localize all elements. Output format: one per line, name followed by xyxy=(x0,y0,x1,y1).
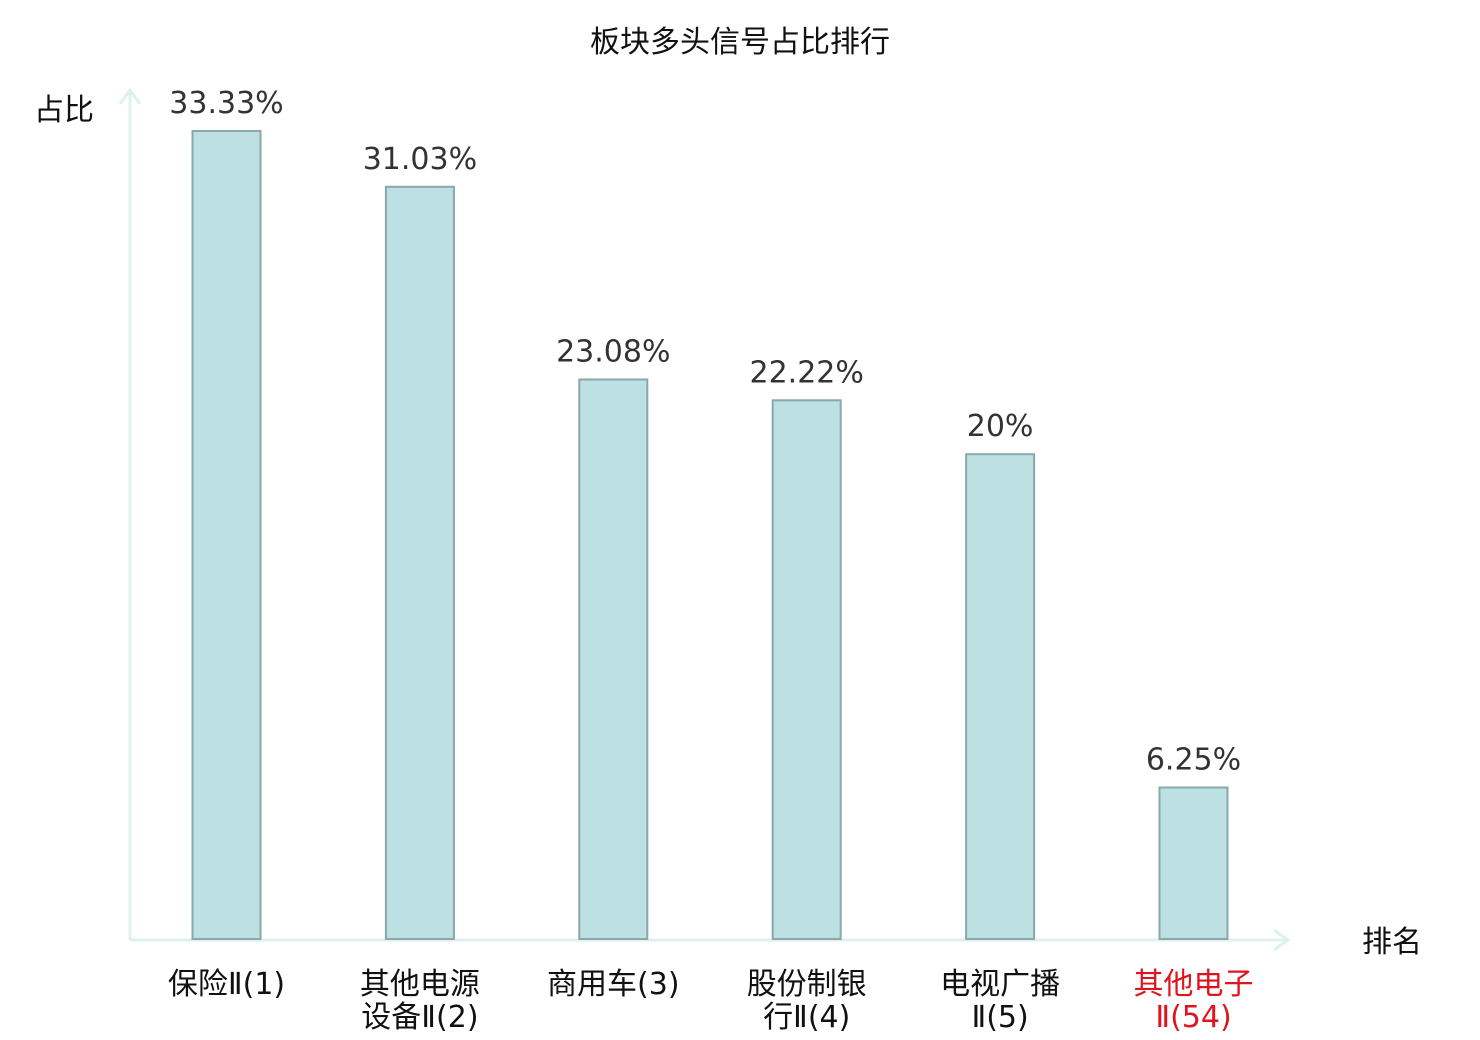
x-axis-arrow xyxy=(1273,928,1291,952)
category-label-6-line-2: Ⅱ(54) xyxy=(1155,1000,1231,1035)
value-label-2: 31.03% xyxy=(363,142,477,177)
bars-group xyxy=(191,130,1229,941)
chart-title: 板块多头信号占比排行 xyxy=(590,25,890,60)
value-label-6: 6.25% xyxy=(1146,743,1241,778)
bar-6 xyxy=(1158,786,1229,940)
axes xyxy=(118,87,1291,952)
y-axis-arrow xyxy=(118,87,142,105)
bar-5 xyxy=(965,453,1036,940)
y-axis-label: 占比 xyxy=(34,93,94,128)
value-label-4: 22.22% xyxy=(750,355,864,390)
category-label-2-line-1: 其他电源 xyxy=(360,967,480,1002)
category-label-1: 保险Ⅱ(1) xyxy=(168,967,285,1002)
category-label-4-line-1: 股份制银 xyxy=(747,967,867,1002)
category-label-5-line-2: Ⅱ(5) xyxy=(971,1000,1028,1035)
category-label-4-line-2: 行Ⅱ(4) xyxy=(763,1000,850,1035)
bar-2 xyxy=(384,185,455,941)
bar-4 xyxy=(771,399,842,940)
value-labels-group: 33.33% 31.03% 23.08% 22.22% 20% 6.25% xyxy=(169,86,1241,778)
category-label-5-line-1: 电视广播 xyxy=(940,967,1060,1002)
bar-1 xyxy=(191,130,262,940)
x-axis-label: 排名 xyxy=(1362,925,1422,960)
category-label-6-line-1: 其他电子 xyxy=(1134,967,1254,1002)
value-label-5: 20% xyxy=(967,409,1034,444)
value-label-3: 23.08% xyxy=(556,335,670,370)
category-label-3: 商用车(3) xyxy=(547,967,680,1002)
category-label-2-line-2: 设备Ⅱ(2) xyxy=(361,1000,478,1035)
bar-3 xyxy=(578,378,649,940)
value-label-1: 33.33% xyxy=(169,86,283,121)
